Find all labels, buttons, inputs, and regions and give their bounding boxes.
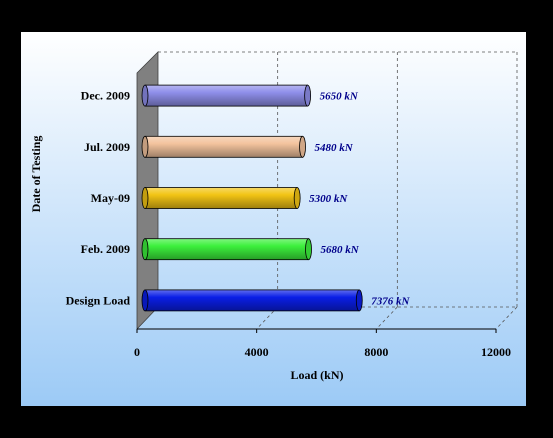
- bar-body: [144, 84, 309, 107]
- x-tick-label: 0: [134, 345, 140, 359]
- x-tick-labels: 0 4000 8000 12000: [134, 345, 511, 359]
- bar-jul-2009: [141, 135, 306, 158]
- bar-base-cap: [141, 238, 149, 261]
- bar-body: [144, 289, 360, 312]
- gridline-floor: [495, 306, 518, 330]
- bar-end-cap: [355, 289, 363, 312]
- x-tick-label: 4000: [245, 345, 269, 359]
- data-label: 5650 kN: [320, 91, 359, 103]
- y-axis-title: Date of Testing: [29, 136, 43, 213]
- x-tick-label: 8000: [364, 345, 388, 359]
- gridline-floor: [376, 306, 398, 330]
- bars: [141, 84, 363, 312]
- bar-may-09: [141, 187, 301, 209]
- bar-dec-2009: [141, 84, 312, 107]
- category-label: Feb. 2009: [81, 242, 130, 256]
- x-tick-label: 12000: [481, 345, 511, 359]
- category-label: May-09: [91, 191, 130, 205]
- bar-body: [144, 187, 298, 209]
- bar-body: [144, 238, 309, 261]
- bar-base-cap: [141, 187, 149, 209]
- category-label: Jul. 2009: [84, 140, 130, 154]
- bar-end-cap: [305, 238, 312, 261]
- gridline-floor: [256, 306, 278, 330]
- bar-end-cap: [293, 187, 301, 209]
- bar-design-load: [141, 289, 363, 312]
- category-label: Dec. 2009: [81, 89, 130, 103]
- data-label: 7376 kN: [371, 295, 410, 307]
- bar-body: [144, 135, 303, 158]
- x-axis-title: Load (kN): [290, 368, 343, 382]
- bar-end-cap: [299, 135, 306, 158]
- data-label: 5480 kN: [315, 142, 354, 154]
- data-label: 5680 kN: [321, 244, 360, 256]
- bar-feb-2009: [141, 238, 312, 261]
- axes: [136, 328, 497, 333]
- data-labels: 7376 kN 5680 kN 5300 kN 5480 kN 5650 kN: [309, 91, 410, 308]
- bar-base-cap: [141, 289, 149, 312]
- category-label: Design Load: [66, 293, 131, 307]
- bar-end-cap: [304, 84, 312, 107]
- category-labels: Design Load Feb. 2009 May-09 Jul. 2009 Dec. …: [66, 89, 131, 308]
- bar-base-cap: [141, 84, 149, 107]
- data-label: 5300 kN: [309, 193, 348, 205]
- bar-base-cap: [141, 135, 149, 158]
